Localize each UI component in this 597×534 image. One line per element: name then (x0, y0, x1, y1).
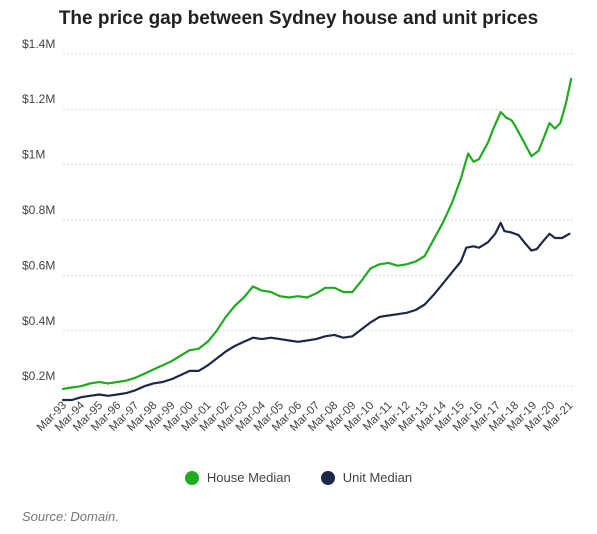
legend-swatch-house (184, 470, 199, 485)
y-tick-label: $0.4M (22, 314, 55, 328)
y-tick-label: $0.8M (22, 203, 55, 217)
legend-item-house[interactable]: House Median (184, 470, 291, 485)
source-note: Source: Domain. (22, 509, 119, 524)
y-tick-label: $1.4M (22, 37, 55, 51)
grid-lines (63, 53, 573, 387)
chart-title: The price gap between Sydney house and u… (58, 8, 539, 29)
y-tick-label: $0.6M (22, 258, 55, 272)
y-tick-label: $0.2M (22, 369, 55, 383)
y-tick-label: $1M (22, 148, 45, 162)
legend: House Median Unit Median (0, 470, 597, 485)
x-axis-ticks: Mar-93Mar-94Mar-95Mar-96Mar-97Mar-98Mar-… (35, 399, 576, 434)
legend-label-house: House Median (206, 470, 291, 485)
legend-item-unit[interactable]: Unit Median (320, 470, 413, 485)
y-axis-ticks: $0.2M $0.4M $0.6M $0.8M $1M $1.2M $1.4M (22, 37, 55, 383)
series-lines (61, 77, 573, 402)
series-line-unit (61, 221, 571, 402)
series-line-house (61, 77, 573, 390)
y-tick-label: $1.2M (22, 92, 55, 106)
legend-label-unit: Unit Median (342, 470, 413, 485)
legend-swatch-unit (320, 470, 335, 485)
